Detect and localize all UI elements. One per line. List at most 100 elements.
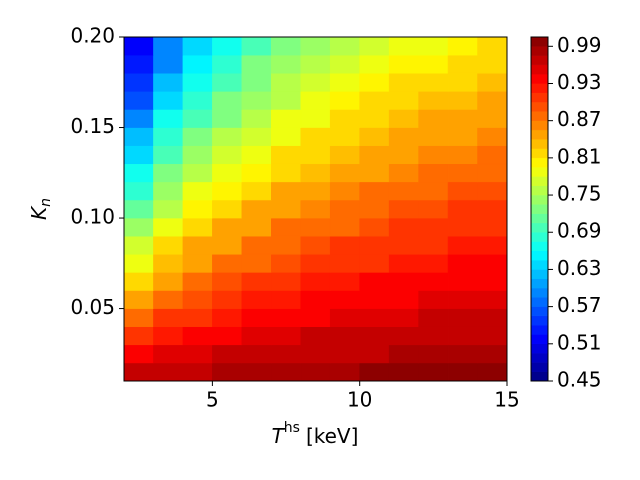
contour-cell: [123, 326, 154, 346]
contour-cell: [241, 72, 272, 92]
contour-cell: [182, 253, 213, 273]
colorbar-tick-label: 0.57: [557, 293, 602, 317]
colorbar-band: [530, 139, 549, 149]
contour-cell: [153, 199, 184, 219]
contour-cell: [182, 326, 213, 346]
contour-cell: [241, 217, 272, 237]
contour-cell: [241, 145, 272, 165]
contour-cell: [418, 199, 449, 219]
contour-cell: [329, 253, 360, 273]
contour-cell: [447, 253, 478, 273]
contour-cell: [418, 181, 449, 201]
contour-cell: [212, 127, 243, 146]
x-tick-label: 5: [206, 388, 219, 412]
y-tick-label: 0.05: [70, 295, 115, 319]
contour-cell: [271, 272, 302, 291]
contour-cell: [153, 308, 184, 327]
contour-cell: [123, 362, 154, 382]
colorbar-band: [530, 46, 549, 56]
x-label-superscript: hs: [284, 420, 300, 436]
contour-cell: [182, 181, 213, 201]
contour-cell: [153, 72, 184, 92]
y-label-subscript: n: [38, 198, 54, 207]
contour-cell: [477, 145, 508, 165]
contour-cell: [271, 362, 302, 382]
contour-cell: [300, 344, 331, 364]
contour-cell: [447, 308, 478, 327]
colorbar-band: [530, 278, 549, 289]
contour-cell: [241, 54, 272, 74]
colorbar-band: [530, 334, 549, 345]
contour-cell: [271, 127, 302, 146]
contour-cell: [447, 181, 478, 201]
contour-cell: [182, 109, 213, 128]
colorbar-band: [530, 185, 549, 196]
contour-cell: [153, 253, 184, 273]
contour-cell: [477, 308, 508, 327]
contour-cell: [359, 145, 390, 165]
contour-cell: [447, 326, 478, 346]
contour-cell: [300, 290, 331, 309]
y-label-symbol: K: [27, 205, 51, 220]
contour-cell: [447, 36, 478, 56]
contour-cell: [212, 362, 243, 382]
colorbar-band: [530, 343, 549, 354]
contour-cell: [153, 181, 184, 201]
contour-cell: [418, 217, 449, 237]
contour-cell: [477, 199, 508, 219]
contour-cell: [388, 163, 419, 183]
contour-cell: [477, 91, 508, 110]
colorbar-band: [530, 213, 549, 224]
colorbar-band: [530, 204, 549, 214]
contour-cell: [418, 344, 449, 364]
contour-cell: [329, 272, 360, 291]
contour-cell: [418, 54, 449, 74]
contour-cell: [241, 91, 272, 110]
contour-cell: [123, 199, 154, 219]
contour-cell: [388, 72, 419, 92]
contour-cell: [241, 36, 272, 56]
contour-cell: [477, 326, 508, 346]
contour-cell: [182, 290, 213, 309]
contour-cell: [212, 344, 243, 364]
colorbar-band: [530, 250, 549, 261]
contour-cell: [123, 344, 154, 364]
contour-cell: [182, 235, 213, 255]
contour-cell: [241, 253, 272, 273]
y-tick-label: 0.10: [70, 205, 115, 229]
colorbar-band: [530, 166, 549, 177]
contour-cell: [447, 362, 478, 382]
colorbar-band: [530, 148, 549, 159]
colorbar-band: [530, 83, 549, 93]
contour-cell: [418, 326, 449, 346]
contour-cell: [388, 290, 419, 309]
contour-cell: [447, 72, 478, 92]
contour-cell: [477, 54, 508, 74]
contour-cell: [271, 36, 302, 56]
contour-cell: [153, 217, 184, 237]
contour-cell: [477, 217, 508, 237]
colorbar-band: [530, 111, 549, 121]
contour-cell: [300, 145, 331, 165]
contour-cell: [300, 109, 331, 128]
contour-cell: [359, 91, 390, 110]
contour-cell: [359, 163, 390, 183]
colorbar-band: [530, 92, 549, 103]
contour-cell: [388, 344, 419, 364]
contour-cell: [153, 290, 184, 309]
contour-cell: [182, 163, 213, 183]
contour-cell: [388, 91, 419, 110]
contour-cell: [300, 163, 331, 183]
contour-cell: [182, 36, 213, 56]
contour-cell: [182, 308, 213, 327]
colorbar-band: [530, 129, 549, 140]
contour-cell: [241, 290, 272, 309]
colorbar-band: [530, 287, 549, 298]
colorbar-tick-label: 0.45: [557, 368, 602, 392]
contour-cell: [388, 308, 419, 327]
contour-cell: [123, 308, 154, 327]
contour-cell: [271, 290, 302, 309]
contour-cell: [418, 36, 449, 56]
contour-cell: [212, 253, 243, 273]
contour-cell: [271, 181, 302, 201]
